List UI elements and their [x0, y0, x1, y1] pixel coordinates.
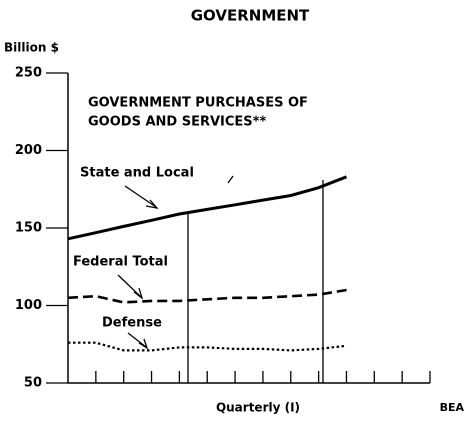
arrow: [127, 332, 147, 348]
arrow: [124, 185, 157, 208]
x-axis-label: Quarterly (I): [216, 401, 300, 415]
series-label: Federal Total: [73, 255, 168, 270]
annotation: GOVERNMENT PURCHASES OF: [88, 96, 308, 111]
y-tick-label: 150: [15, 221, 42, 236]
y-tick-label: 100: [15, 298, 42, 313]
series-label: Defense: [102, 316, 162, 331]
y-tick-label: 50: [24, 376, 42, 391]
arrow: [117, 274, 142, 298]
y-axis-label: Billion $: [4, 41, 59, 55]
y-tick-label: 200: [15, 143, 42, 158]
y-tick-label: 250: [15, 66, 42, 81]
series-line: [68, 341, 347, 352]
source: BEA: [440, 401, 465, 414]
arrow-head: [145, 199, 159, 209]
stray-mark: [227, 175, 234, 184]
series-line: [67, 175, 348, 241]
series-label: State and Local: [80, 166, 194, 181]
arrow-head: [138, 338, 149, 350]
annotation: GOODS AND SERVICES**: [88, 115, 266, 130]
series-line: [67, 288, 347, 304]
chart-title: GOVERNMENT: [191, 7, 310, 25]
arrow-head: [133, 287, 144, 300]
